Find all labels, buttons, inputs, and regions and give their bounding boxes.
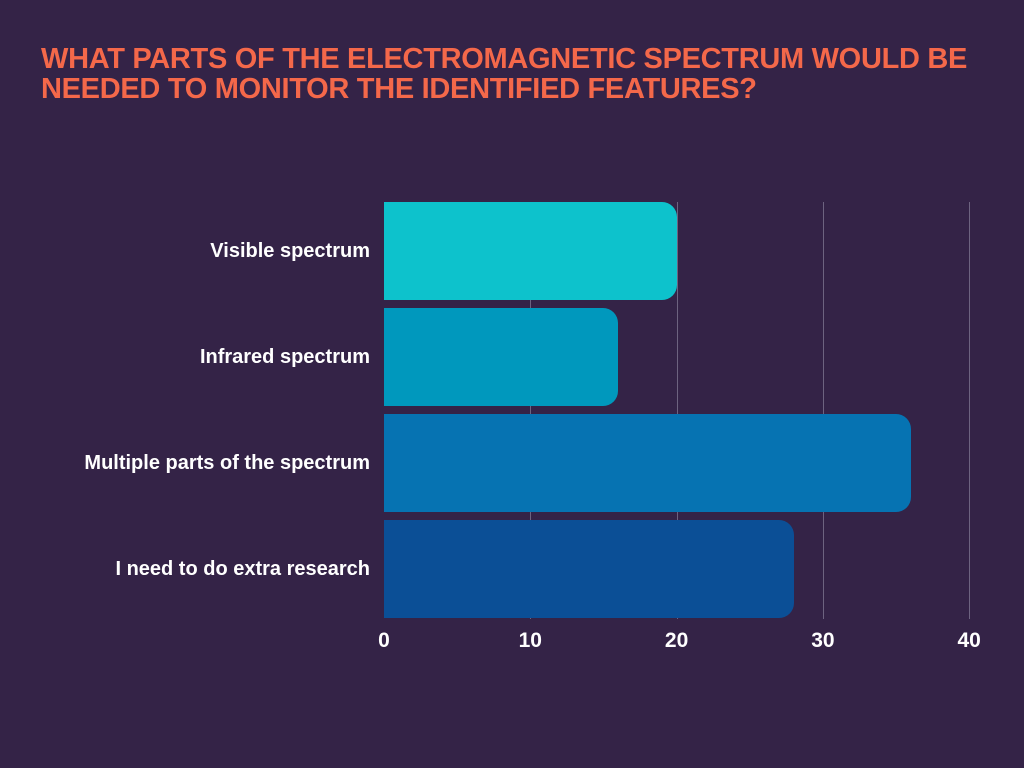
plot-area bbox=[384, 202, 994, 619]
category-label: Infrared spectrum bbox=[199, 345, 370, 368]
x-tick-label: 40 bbox=[957, 629, 981, 652]
category-label: Visible spectrum bbox=[210, 239, 370, 262]
x-tick-label: 0 bbox=[378, 629, 390, 652]
gridline-10 bbox=[530, 202, 532, 619]
category-label: I need to do extra research bbox=[115, 557, 370, 580]
chart-title-line-2: NEEDED TO MONITOR THE IDENTIFIED FEATURE… bbox=[41, 73, 757, 105]
chart-title-line-1: WHAT PARTS OF THE ELECTROMAGNETIC SPECTR… bbox=[41, 43, 968, 75]
x-tick-label: 20 bbox=[664, 629, 689, 652]
category-labels: Visible spectrum Infrared spectrum Multipl… bbox=[0, 202, 370, 620]
gridline-30 bbox=[822, 202, 824, 619]
bar bbox=[384, 202, 677, 300]
chart-title: WHAT PARTS OF THE ELECTROMAGNETIC SPECTR… bbox=[41, 44, 991, 104]
bar bbox=[384, 414, 911, 512]
gridline-40 bbox=[969, 202, 971, 619]
x-tick-label: 10 bbox=[518, 629, 542, 652]
gridline-20 bbox=[676, 202, 678, 619]
x-axis: 0 10 20 30 40 bbox=[378, 629, 994, 659]
bar bbox=[384, 520, 794, 618]
x-tick-label: 30 bbox=[811, 629, 835, 652]
category-label: Multiple parts of the spectrum bbox=[84, 451, 370, 474]
bar bbox=[384, 308, 619, 406]
